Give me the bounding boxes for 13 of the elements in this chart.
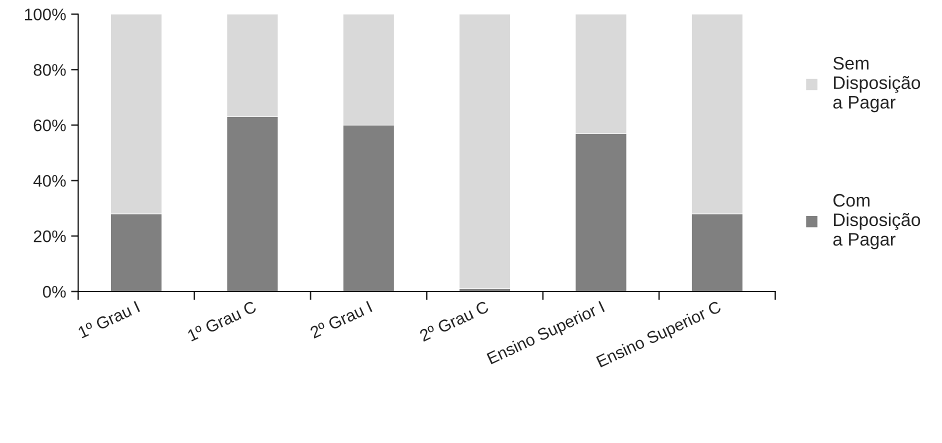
x-tick-label: 2º Grau I — [309, 300, 372, 339]
x-tick-label: 1º Grau I — [78, 300, 140, 338]
y-tick-label: 80% — [34, 64, 66, 76]
y-tick-label: 0% — [42, 286, 66, 298]
y-tick-label: 100% — [25, 8, 66, 20]
y-tick-label: 40% — [33, 174, 66, 187]
y-tick-label: 60% — [34, 120, 66, 132]
legend-label: Sem Disposição a Pagar — [833, 56, 920, 112]
y-tick-label: 20% — [34, 230, 66, 242]
bar — [458, 14, 511, 289]
x-tick-label: 1º Grau C — [186, 300, 258, 342]
x-tick-label: 2º Grau C — [418, 300, 490, 342]
legend-label: Com Disposição a Pagar — [833, 194, 920, 250]
